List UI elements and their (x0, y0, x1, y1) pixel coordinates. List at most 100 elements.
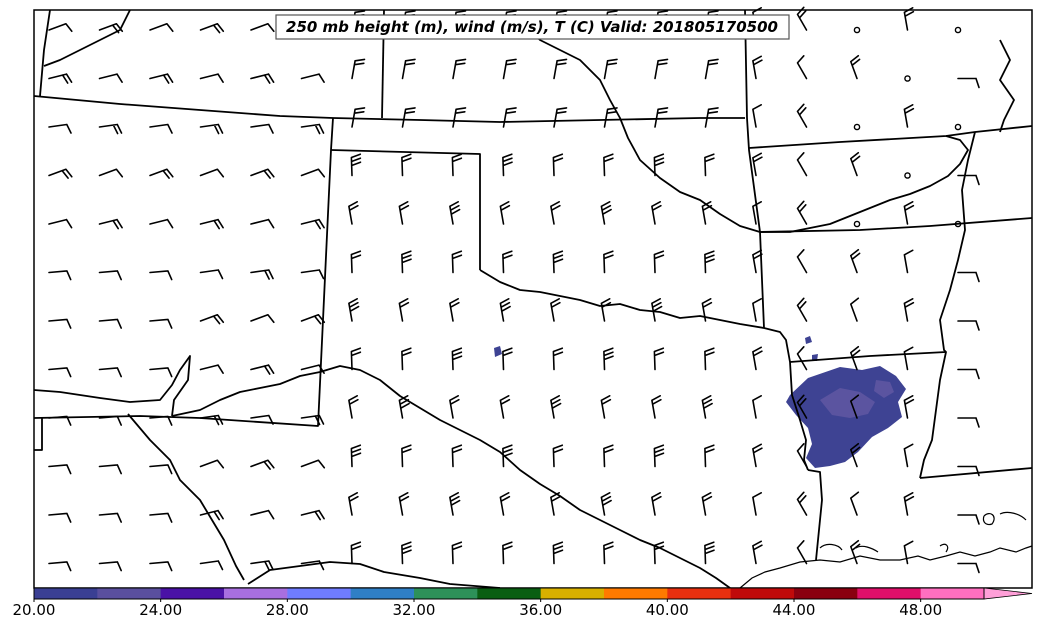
wind-barb (98, 23, 124, 34)
wind-barb (398, 492, 410, 516)
wind-barb (250, 414, 274, 425)
wind-barb (701, 492, 713, 516)
wind-barb (300, 314, 326, 325)
wind-barb (603, 444, 614, 468)
wind-barb (552, 444, 564, 468)
wind-barb (552, 250, 564, 274)
wind-barb (348, 395, 359, 419)
wind-barb (600, 395, 612, 419)
wind-barb (449, 201, 461, 225)
wind-barb (199, 123, 224, 135)
wind-barb (199, 23, 225, 34)
wind-barb (796, 394, 808, 419)
wind-barb (903, 346, 914, 371)
colorbar-tick-label: 28.00 (266, 601, 309, 619)
colorbar-tick-label: 48.00 (899, 601, 942, 619)
wind-barb (48, 23, 73, 33)
wind-barb (149, 561, 173, 572)
wind-barb (553, 107, 568, 128)
wind-barb (48, 512, 72, 523)
wind-barb (149, 318, 173, 329)
wind-barb (98, 464, 122, 475)
wind-barb (502, 347, 513, 371)
wind-barb (651, 395, 662, 419)
wind-barb (654, 58, 669, 80)
colorbar-tick-labels: 20.00 24.00 28.00 32.00 36.00 40.00 44.00 48.00 (13, 599, 942, 619)
wind-barb (48, 73, 73, 84)
wind-barb (300, 168, 326, 178)
wind-barb (903, 298, 915, 322)
wind-barb (98, 415, 122, 426)
colorbar-segment (414, 588, 478, 599)
wind-barb (48, 464, 72, 475)
colorbar-tick-label: 32.00 (393, 601, 436, 619)
wind-barb (850, 345, 861, 371)
wind-barb (149, 512, 173, 523)
wind-barb (850, 539, 861, 565)
wind-barb (149, 415, 173, 426)
wind-barb (653, 541, 665, 565)
colorbar-segment (160, 588, 225, 599)
wind-barb (752, 152, 763, 177)
wind-barb (796, 540, 808, 565)
wind-barb (850, 54, 861, 80)
wind-barb (300, 560, 325, 571)
wind-barb (550, 201, 561, 225)
calm-wind-circle (954, 26, 962, 34)
wind-barb (752, 492, 762, 516)
wind-barb (250, 73, 275, 84)
wind-barb (553, 58, 568, 80)
wind-barb (199, 73, 224, 83)
wind-barb (796, 346, 808, 371)
wind-barb (600, 298, 612, 322)
wind-barb (250, 123, 274, 134)
wind-barb (957, 368, 980, 380)
wind-barb (452, 107, 467, 128)
colorbar-tick-label: 36.00 (519, 601, 562, 619)
wind-barb (796, 55, 808, 80)
gulf-coastline (739, 545, 1033, 589)
wind-barb (603, 153, 614, 177)
wind-barb (300, 123, 325, 135)
wind-barb (300, 509, 325, 521)
wind-barb (199, 459, 225, 469)
wind-barb (451, 444, 463, 468)
wind-barb (796, 443, 808, 468)
colorbar-segment (730, 588, 795, 599)
wind-barb (850, 151, 861, 177)
wind-barb (903, 201, 915, 225)
wind-barb (398, 201, 410, 225)
wind-barb (850, 491, 860, 516)
colorbar-segment (350, 588, 415, 599)
colorbar-segment (857, 588, 922, 599)
colorbar-tick-label: 40.00 (646, 601, 689, 619)
wind-barb (957, 417, 980, 428)
wind-barb (957, 562, 980, 574)
wind-barb (502, 541, 513, 565)
wind-barb (651, 201, 662, 225)
wind-barb (250, 314, 275, 324)
wind-barb (499, 395, 511, 419)
wind-barb (499, 298, 511, 322)
wind-barb (502, 58, 517, 80)
coastal-islands (819, 511, 1027, 553)
wind-barb (401, 250, 412, 274)
colorbar-segment (794, 588, 858, 599)
wind-barb (651, 298, 663, 322)
wind-barb (704, 250, 715, 274)
wind-barb (449, 395, 460, 419)
wind-barb (401, 541, 412, 565)
wind-barb (550, 298, 561, 322)
wind-barb (796, 491, 808, 516)
wind-barb (502, 444, 513, 468)
wind-barb (351, 107, 366, 128)
wind-barb (300, 459, 326, 469)
wind-barb (957, 174, 980, 186)
wind-barb (98, 73, 123, 83)
wind-barb (502, 250, 513, 274)
wind-barb (502, 107, 517, 128)
wind-barb (48, 415, 72, 426)
wind-barb (850, 442, 861, 468)
wind-barb (903, 492, 915, 516)
